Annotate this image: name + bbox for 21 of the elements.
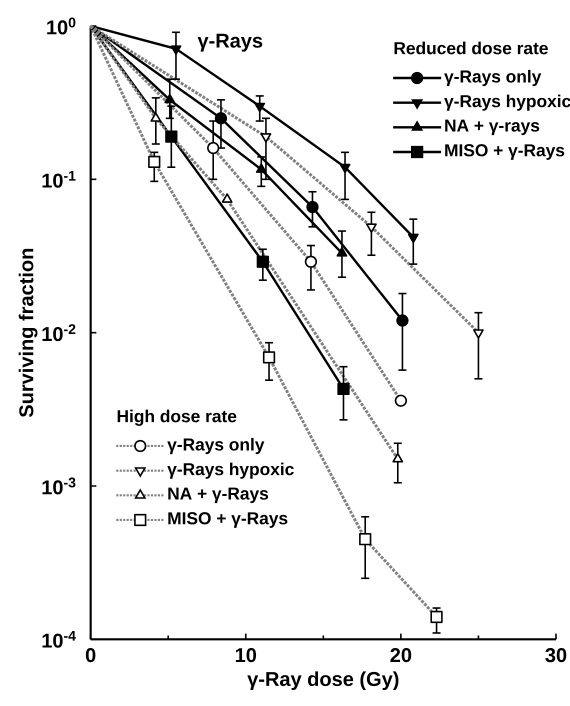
- legend-label: MISO + γ-Rays: [445, 144, 564, 160]
- chart-title: γ-Rays: [198, 34, 262, 52]
- legend-label: NA + γ-Rays: [168, 488, 268, 504]
- x-tick-label: 0: [86, 648, 96, 662]
- y-tick-label: 10$^{-4}$: [42, 630, 76, 648]
- legend-label: γ-Rays only: [444, 70, 542, 86]
- y-tick-label: 10$^{-3}$: [42, 478, 76, 494]
- x-tick-label: 30: [545, 648, 566, 662]
- x-tick-label: 10: [236, 648, 256, 662]
- y-tick-label: 10$^{-2}$: [42, 324, 76, 342]
- annotation: High dose rate: [118, 410, 236, 426]
- x-axis-title: γ-Ray dose (Gy): [247, 671, 398, 690]
- legend-label: γ-Rays only: [167, 438, 264, 454]
- legend-label: NA + γ-rays: [445, 120, 540, 136]
- x-tick-label: 20: [390, 648, 412, 662]
- y-tick-label: 10$^{-1}$: [42, 170, 76, 188]
- legend-label: γ-Rays hypoxic: [167, 462, 294, 479]
- legend-title: Reduced dose rate: [394, 42, 548, 54]
- y-tick-label: 10$^{0}$: [47, 18, 76, 34]
- legend-label: MISO + γ-Rays: [168, 512, 288, 528]
- y-axis-title: Surviving fraction: [18, 248, 38, 418]
